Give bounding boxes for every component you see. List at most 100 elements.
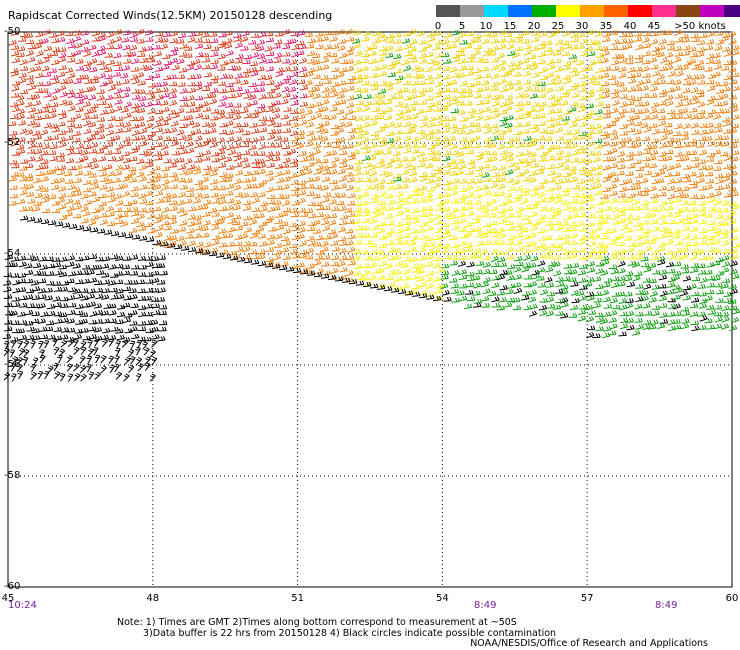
wind-barb: [73, 113, 82, 120]
wind-barb: [433, 92, 442, 98]
wind-barb: [403, 65, 412, 72]
wind-barb: [203, 241, 212, 248]
wind-barb: [186, 108, 195, 113]
wind-barb: [240, 36, 249, 43]
wind-barb: [425, 282, 434, 289]
wind-barb: [345, 79, 355, 85]
wind-barb: [193, 219, 202, 225]
wind-barb: [48, 32, 58, 38]
wind-barb: [320, 74, 329, 80]
wind-barb: [722, 46, 731, 52]
wind-barb: [720, 35, 730, 42]
wind-barb: [488, 50, 497, 56]
wind-barb: [625, 59, 634, 65]
wind-barb: [731, 44, 740, 51]
wind-barb: [265, 215, 275, 221]
wind-barb: [643, 245, 652, 252]
wind-barb: [635, 58, 644, 64]
wind-barb: [289, 130, 299, 137]
wind-barb: [553, 220, 562, 225]
wind-barb: [266, 134, 276, 141]
wind-barb: [67, 92, 76, 98]
wind-barb: [226, 241, 235, 247]
wind-barb: [393, 269, 402, 275]
wind-barb: [499, 150, 509, 155]
wind-barb: [451, 178, 460, 184]
wind-barb: [136, 52, 146, 57]
wind-barb: [635, 249, 644, 255]
wind-barb: [619, 323, 629, 330]
wind-barb: [387, 63, 396, 70]
wind-barb: [211, 239, 220, 246]
wind-barb: [491, 262, 500, 268]
wind-barb: [585, 176, 595, 182]
credit-line: NOAA/NESDIS/Office of Research and Appli…: [470, 638, 708, 649]
wind-barb: [288, 38, 297, 44]
wind-barb: [618, 197, 628, 203]
wind-barb: [489, 123, 499, 129]
wind-barb: [489, 220, 498, 226]
wind-barb: [563, 152, 572, 158]
wind-barb: [698, 239, 708, 245]
wind-barb: [106, 136, 116, 142]
wind-barb: [60, 327, 70, 333]
wind-barb: [371, 211, 380, 219]
wind-barb: [257, 249, 266, 255]
wind-barb: [498, 218, 508, 225]
wind-barb: [4, 302, 13, 308]
wind-barb: [499, 285, 508, 291]
legend-label: 5: [458, 21, 466, 32]
wind-barb: [432, 128, 442, 135]
wind-barb: [503, 105, 513, 112]
wind-barb: [194, 248, 204, 254]
wind-barb: [395, 227, 404, 234]
wind-barb: [274, 219, 284, 224]
wind-barb: [144, 303, 153, 309]
wind-barb: [106, 170, 116, 177]
wind-barb: [9, 193, 19, 199]
wind-barb: [506, 275, 515, 281]
wind-barb: [634, 66, 643, 72]
wind-barb: [720, 135, 730, 141]
wind-barb: [304, 168, 313, 175]
wind-barb: [619, 179, 628, 186]
wind-barb: [166, 242, 176, 248]
wind-barb: [90, 183, 100, 190]
wind-barb: [82, 210, 91, 217]
wind-barb: [690, 113, 699, 120]
wind-barb: [194, 84, 203, 91]
wind-barb: [464, 92, 474, 98]
longitude-label: 60: [725, 593, 739, 604]
wind-barb: [74, 372, 81, 382]
wind-barb: [616, 113, 626, 120]
wind-barb: [217, 66, 226, 71]
wind-barb: [650, 64, 659, 70]
wind-barb: [57, 164, 67, 171]
wind-barb: [545, 282, 555, 288]
wind-barb: [313, 101, 322, 107]
wind-barb: [170, 176, 180, 182]
wind-barb: [520, 30, 530, 35]
wind-barb: [376, 274, 386, 281]
wind-barb: [3, 294, 13, 299]
wind-barb: [379, 45, 388, 52]
wind-barb: [472, 282, 482, 289]
wind-barb: [169, 205, 178, 212]
wind-barb: [83, 86, 92, 93]
wind-barb: [27, 67, 36, 74]
wind-barb: [673, 247, 683, 253]
wind-barb: [595, 268, 604, 275]
wind-barb: [691, 37, 700, 42]
wind-barb: [371, 93, 381, 100]
wind-barb: [602, 282, 611, 288]
wind-barb: [514, 222, 523, 228]
wind-barb: [719, 100, 729, 107]
wind-barb: [475, 240, 485, 247]
wind-barb: [274, 31, 284, 37]
wind-barb: [9, 310, 18, 317]
wind-barb: [411, 148, 420, 154]
wind-barb: [530, 162, 540, 168]
wind-barb: [682, 123, 691, 130]
wind-barb: [706, 98, 715, 106]
wind-barb: [395, 114, 404, 121]
